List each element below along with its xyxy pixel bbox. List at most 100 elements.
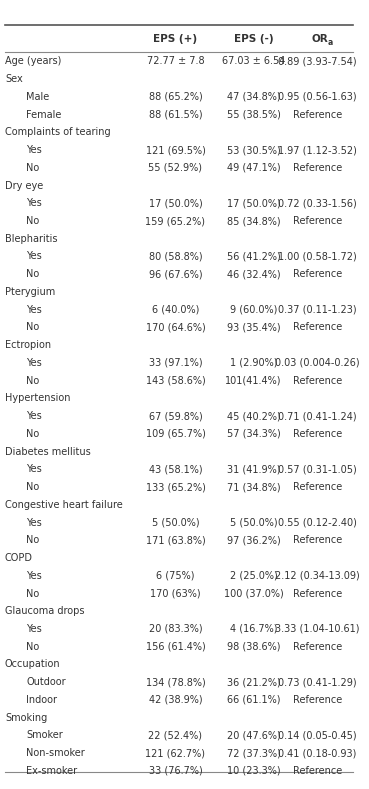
Text: Yes: Yes: [26, 145, 42, 155]
Text: 22 (52.4%): 22 (52.4%): [148, 731, 203, 740]
Text: 171 (63.8%): 171 (63.8%): [146, 535, 206, 545]
Text: 6 (40.0%): 6 (40.0%): [152, 305, 199, 315]
Text: EPS (+): EPS (+): [154, 34, 197, 43]
Text: Female: Female: [26, 110, 62, 120]
Text: Outdoor: Outdoor: [26, 677, 66, 687]
Text: 4 (16.7%): 4 (16.7%): [230, 624, 277, 634]
Text: 97 (36.2%): 97 (36.2%): [227, 535, 280, 545]
Text: Occupation: Occupation: [5, 660, 61, 669]
Text: Yes: Yes: [26, 411, 42, 421]
Text: 67.03 ± 6.54: 67.03 ± 6.54: [222, 56, 285, 66]
Text: 2.12 (0.34-13.09): 2.12 (0.34-13.09): [275, 570, 360, 581]
Text: 67 (59.8%): 67 (59.8%): [149, 411, 202, 421]
Text: 133 (65.2%): 133 (65.2%): [145, 482, 206, 492]
Text: 101(41.4%): 101(41.4%): [225, 376, 282, 386]
Text: Reference: Reference: [293, 163, 342, 173]
Text: 9 (60.0%): 9 (60.0%): [230, 305, 277, 315]
Text: Dry eye: Dry eye: [5, 181, 43, 190]
Text: 0.03 (0.004-0.26): 0.03 (0.004-0.26): [275, 358, 360, 368]
Text: 72 (37.3%): 72 (37.3%): [227, 748, 280, 758]
Text: 121 (69.5%): 121 (69.5%): [145, 145, 206, 155]
Text: 0.55 (0.12-2.40): 0.55 (0.12-2.40): [278, 518, 357, 528]
Text: No: No: [26, 376, 39, 386]
Text: No: No: [26, 589, 39, 599]
Text: 6 (75%): 6 (75%): [156, 570, 195, 581]
Text: 0.41 (0.18-0.93): 0.41 (0.18-0.93): [279, 748, 357, 758]
Text: EPS (-): EPS (-): [234, 34, 273, 43]
Text: Diabetes mellitus: Diabetes mellitus: [5, 447, 91, 457]
Text: Reference: Reference: [293, 376, 342, 386]
Text: Reference: Reference: [293, 269, 342, 279]
Text: 53 (30.5%): 53 (30.5%): [227, 145, 280, 155]
Text: 1.97 (1.12-3.52): 1.97 (1.12-3.52): [278, 145, 357, 155]
Text: Blepharitis: Blepharitis: [5, 234, 58, 244]
Text: Pterygium: Pterygium: [5, 287, 55, 297]
Text: Reference: Reference: [293, 323, 342, 332]
Text: a: a: [327, 38, 333, 47]
Text: Ex-smoker: Ex-smoker: [26, 766, 77, 776]
Text: 109 (65.7%): 109 (65.7%): [145, 429, 206, 439]
Text: Reference: Reference: [293, 110, 342, 120]
Text: No: No: [26, 163, 39, 173]
Text: 143 (58.6%): 143 (58.6%): [146, 376, 206, 386]
Text: Reference: Reference: [293, 535, 342, 545]
Text: 66 (61.1%): 66 (61.1%): [227, 695, 280, 705]
Text: 33 (76.7%): 33 (76.7%): [149, 766, 202, 776]
Text: Yes: Yes: [26, 624, 42, 634]
Text: Ectropion: Ectropion: [5, 340, 51, 350]
Text: 17 (50.0%): 17 (50.0%): [227, 198, 280, 208]
Text: 1.00 (0.58-1.72): 1.00 (0.58-1.72): [278, 252, 357, 261]
Text: 100 (37.0%): 100 (37.0%): [224, 589, 283, 599]
Text: 36 (21.2%): 36 (21.2%): [227, 677, 280, 687]
Text: Reference: Reference: [293, 429, 342, 439]
Text: No: No: [26, 429, 39, 439]
Text: Yes: Yes: [26, 570, 42, 581]
Text: Yes: Yes: [26, 252, 42, 261]
Text: 3.33 (1.04-10.61): 3.33 (1.04-10.61): [275, 624, 360, 634]
Text: No: No: [26, 641, 39, 652]
Text: 0.37 (0.11-1.23): 0.37 (0.11-1.23): [278, 305, 357, 315]
Text: Yes: Yes: [26, 465, 42, 474]
Text: 134 (78.8%): 134 (78.8%): [146, 677, 206, 687]
Text: Indoor: Indoor: [26, 695, 57, 705]
Text: 55 (52.9%): 55 (52.9%): [148, 163, 203, 173]
Text: Reference: Reference: [293, 216, 342, 226]
Text: 121 (62.7%): 121 (62.7%): [145, 748, 206, 758]
Text: No: No: [26, 216, 39, 226]
Text: 98 (38.6%): 98 (38.6%): [227, 641, 280, 652]
Text: Smoking: Smoking: [5, 712, 47, 723]
Text: 55 (38.5%): 55 (38.5%): [227, 110, 280, 120]
Text: OR: OR: [311, 34, 328, 43]
Text: 10 (23.3%): 10 (23.3%): [227, 766, 280, 776]
Text: No: No: [26, 535, 39, 545]
Text: 5 (50.0%): 5 (50.0%): [152, 518, 199, 528]
Text: 159 (65.2%): 159 (65.2%): [145, 216, 206, 226]
Text: Yes: Yes: [26, 305, 42, 315]
Text: Reference: Reference: [293, 482, 342, 492]
Text: No: No: [26, 323, 39, 332]
Text: Glaucoma drops: Glaucoma drops: [5, 606, 85, 616]
Text: 170 (63%): 170 (63%): [150, 589, 201, 599]
Text: 42 (38.9%): 42 (38.9%): [149, 695, 202, 705]
Text: Sex: Sex: [5, 74, 23, 84]
Text: 2 (25.0%): 2 (25.0%): [230, 570, 277, 581]
Text: Complaints of tearing: Complaints of tearing: [5, 127, 111, 137]
Text: Reference: Reference: [293, 589, 342, 599]
Text: 93 (35.4%): 93 (35.4%): [227, 323, 280, 332]
Text: Congestive heart failure: Congestive heart failure: [5, 499, 123, 510]
Text: 88 (61.5%): 88 (61.5%): [149, 110, 202, 120]
Text: 31 (41.9%): 31 (41.9%): [227, 465, 280, 474]
Text: Reference: Reference: [293, 766, 342, 776]
Text: 56 (41.2%): 56 (41.2%): [227, 252, 280, 261]
Text: Yes: Yes: [26, 518, 42, 528]
Text: 5 (50.0%): 5 (50.0%): [230, 518, 277, 528]
Text: 96 (67.6%): 96 (67.6%): [149, 269, 202, 279]
Text: 33 (97.1%): 33 (97.1%): [149, 358, 202, 368]
Text: Age (years): Age (years): [5, 56, 61, 66]
Text: COPD: COPD: [5, 553, 33, 563]
Text: 0.89 (3.93-7.54): 0.89 (3.93-7.54): [278, 56, 357, 66]
Text: 46 (32.4%): 46 (32.4%): [227, 269, 280, 279]
Text: 72.77 ± 7.8: 72.77 ± 7.8: [146, 56, 204, 66]
Text: 20 (83.3%): 20 (83.3%): [149, 624, 202, 634]
Text: 49 (47.1%): 49 (47.1%): [227, 163, 280, 173]
